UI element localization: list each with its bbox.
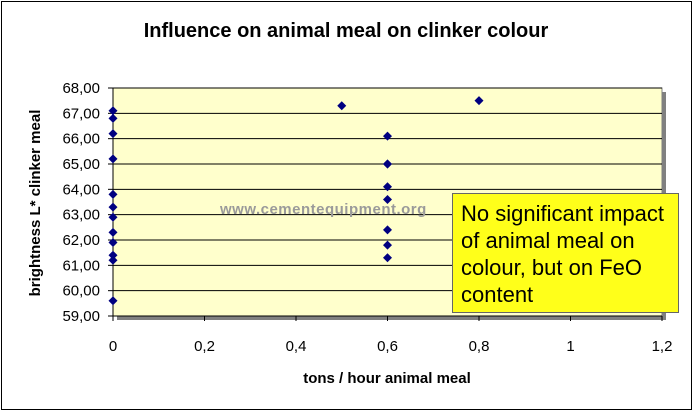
- data-point: [383, 240, 392, 250]
- chart-title: Influence on animal meal on clinker colo…: [144, 20, 549, 42]
- data-point: [108, 238, 118, 248]
- x-axis-title: tons / hour animal meal: [303, 370, 471, 387]
- y-tick-label: 62,00: [62, 232, 100, 249]
- data-point: [108, 296, 118, 306]
- x-tick-label: 0,4: [286, 338, 307, 355]
- y-axis-title: brightness L* clinker meal: [27, 110, 44, 297]
- data-point: [108, 106, 118, 116]
- data-point: [383, 194, 392, 204]
- y-tick-label: 64,00: [62, 181, 100, 198]
- data-point: [108, 227, 118, 237]
- data-point: [108, 113, 118, 123]
- data-point: [383, 253, 392, 263]
- y-tick-label: 59,00: [62, 308, 100, 325]
- x-tick-label: 0,6: [377, 338, 398, 355]
- annotation-box: No significant impact of animal meal on …: [452, 193, 679, 313]
- watermark: www.cementequipment.org: [219, 201, 427, 218]
- data-point: [337, 101, 347, 111]
- x-tick-label: 0,8: [469, 338, 490, 355]
- y-tick-label: 65,00: [62, 156, 100, 173]
- x-tick-label: 0: [109, 338, 117, 355]
- x-tick-label: 0,2: [194, 338, 215, 355]
- y-tick-label: 63,00: [62, 207, 100, 224]
- data-point: [108, 250, 118, 260]
- data-point: [108, 255, 118, 265]
- data-point: [108, 212, 118, 222]
- y-tick-label: 68,00: [62, 80, 100, 97]
- x-tick-label: 1,2: [652, 338, 673, 355]
- y-tick-label: 66,00: [62, 131, 100, 148]
- y-tick-label: 60,00: [62, 283, 100, 300]
- y-tick-label: 67,00: [62, 105, 100, 122]
- data-point: [108, 189, 118, 199]
- y-tick-label: 61,00: [62, 257, 100, 274]
- data-point: [474, 96, 484, 106]
- data-point: [383, 225, 392, 235]
- data-point: [108, 129, 118, 139]
- data-points: [108, 96, 484, 306]
- x-tick-label: 1: [566, 338, 574, 355]
- data-point: [383, 131, 392, 141]
- data-point: [383, 159, 392, 169]
- data-point: [383, 182, 392, 192]
- data-point: [108, 202, 118, 212]
- data-point: [108, 154, 118, 164]
